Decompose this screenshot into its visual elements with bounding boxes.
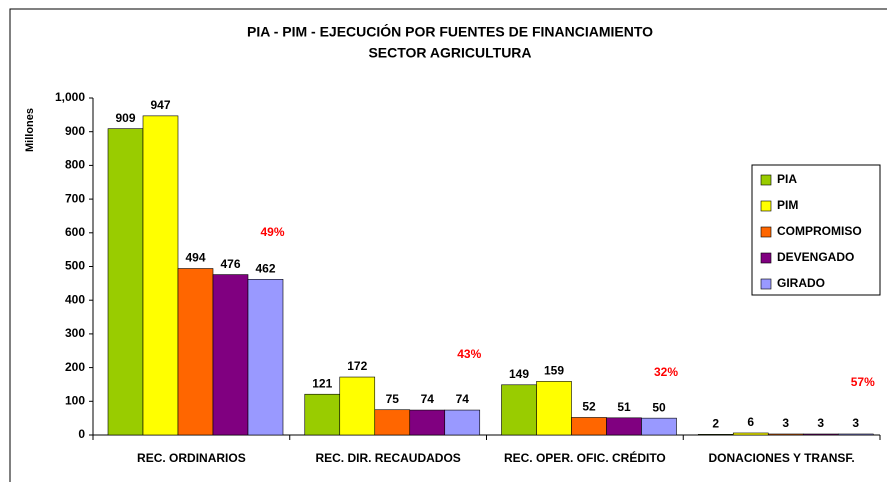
data-label: 75 (386, 392, 400, 406)
bar (304, 393, 341, 436)
bar (107, 128, 144, 436)
data-label: 476 (220, 257, 240, 271)
x-tick-label: REC. OPER. OFIC. CRÉDITO (503, 451, 666, 465)
legend-label: COMPROMISO (777, 224, 862, 238)
chart-title: PIA - PIM - EJECUCIÓN POR FUENTES DE FIN… (247, 23, 653, 40)
data-label: 494 (185, 251, 205, 265)
data-label: 6 (747, 415, 754, 429)
legend-label: PIM (777, 198, 798, 212)
frame (9, 8, 887, 482)
data-label: 74 (421, 392, 435, 406)
y-tick-label: 100 (65, 393, 85, 407)
data-label: 462 (255, 261, 275, 275)
bar (697, 434, 734, 436)
y-tick-label: 600 (65, 225, 85, 239)
y-tick-label: 0 (78, 427, 85, 441)
data-label: 909 (115, 111, 135, 125)
annotation: 49% (260, 225, 284, 239)
data-label: 52 (582, 400, 596, 414)
data-label: 51 (617, 400, 631, 414)
legend-label: PIA (777, 172, 797, 186)
bar (641, 417, 677, 436)
bar (177, 268, 214, 436)
data-label: 3 (852, 416, 859, 430)
y-axis-label: Millones (24, 108, 36, 152)
bar (536, 381, 572, 436)
bar (374, 409, 411, 436)
bar (501, 384, 537, 436)
data-label: 947 (150, 98, 170, 112)
data-label: 121 (312, 376, 332, 390)
data-label: 50 (652, 400, 666, 414)
y-tick-label: 500 (65, 259, 85, 273)
data-label: 3 (782, 416, 789, 430)
annotation: 43% (457, 347, 481, 361)
bar (837, 433, 874, 436)
bar (444, 409, 481, 436)
bar (732, 432, 769, 436)
x-tick-label: REC. ORDINARIOS (137, 451, 246, 465)
bar (339, 376, 376, 436)
y-tick-label: 200 (65, 360, 85, 374)
bar (802, 433, 839, 436)
bar (571, 417, 607, 436)
legend-box (751, 164, 881, 296)
data-label: 3 (817, 416, 824, 430)
bar (247, 279, 284, 436)
data-label: 172 (347, 359, 367, 373)
data-label: 74 (456, 392, 470, 406)
x-tick-label: REC. DIR. RECAUDADOS (315, 451, 461, 465)
bar (767, 433, 804, 436)
y-tick-label: 800 (65, 158, 85, 172)
y-tick-label: 900 (65, 124, 85, 138)
y-tick-label: 1,000 (55, 90, 85, 104)
y-tick-label: 700 (65, 191, 85, 205)
x-tick-label: DONACIONES Y TRANSF. (708, 451, 855, 465)
y-tick-label: 400 (65, 292, 85, 306)
legend-swatch (760, 252, 772, 264)
legend-swatch (760, 174, 772, 186)
y-tick-label: 300 (65, 326, 85, 340)
chart-subtitle: SECTOR AGRICULTURA (368, 45, 531, 61)
bar (409, 409, 446, 436)
bar (606, 417, 642, 436)
legend-label: DEVENGADO (777, 250, 854, 264)
annotation: 57% (851, 375, 875, 389)
bar (142, 115, 179, 436)
annotation: 32% (654, 365, 678, 379)
legend-swatch (760, 226, 772, 238)
bar (212, 274, 249, 436)
legend-swatch (760, 278, 772, 290)
data-label: 159 (544, 364, 564, 378)
data-label: 2 (712, 416, 719, 430)
legend-swatch (760, 200, 772, 212)
data-label: 149 (509, 367, 529, 381)
legend-label: GIRADO (777, 276, 825, 290)
